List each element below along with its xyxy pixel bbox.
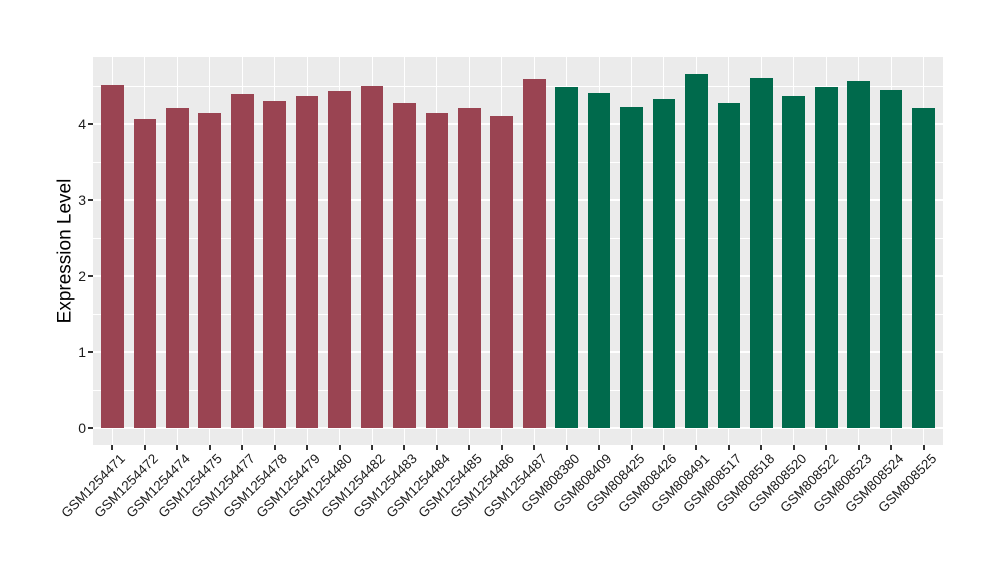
gridline-major (93, 199, 943, 201)
y-tick-label: 3 (78, 192, 86, 208)
x-tick-mark (500, 445, 503, 450)
bar (522, 79, 546, 428)
x-tick-mark (241, 445, 244, 450)
x-tick-mark (208, 445, 211, 450)
bar (230, 93, 254, 428)
x-tick-mark (468, 445, 471, 450)
gridline-minor (93, 85, 943, 87)
bar (847, 81, 870, 428)
x-tick-mark (760, 445, 763, 450)
bar (620, 106, 643, 428)
x-tick-mark (435, 445, 438, 450)
bar (879, 89, 903, 428)
gridline-minor (93, 389, 943, 391)
x-tick-mark (792, 445, 795, 450)
y-tick-mark (88, 351, 93, 353)
x-tick-mark (727, 445, 730, 450)
x-tick-mark (533, 445, 536, 450)
y-tick-label: 0 (78, 420, 86, 436)
x-tick-mark (630, 445, 633, 450)
gridline-minor (93, 161, 943, 163)
x-tick-mark (598, 445, 601, 450)
x-tick-mark (338, 445, 341, 450)
y-tick-mark (88, 275, 93, 277)
x-tick-mark (306, 445, 309, 450)
bar (490, 116, 514, 428)
bar (652, 98, 676, 428)
y-tick-mark (88, 123, 93, 125)
bar (685, 73, 708, 428)
y-tick-label: 4 (78, 116, 86, 132)
x-tick-mark (176, 445, 179, 450)
bar (587, 92, 611, 428)
bar (101, 85, 124, 428)
bar (393, 103, 416, 428)
y-tick-label: 1 (78, 344, 86, 360)
bar (133, 119, 157, 428)
gridline-major (93, 123, 943, 125)
y-tick-mark (88, 427, 93, 429)
x-tick-mark (565, 445, 568, 450)
gridline-major (93, 275, 943, 277)
gridline-major (93, 427, 943, 429)
bar (425, 113, 449, 428)
x-tick-mark (403, 445, 406, 450)
x-tick-mark (695, 445, 698, 450)
y-tick-label: 2 (78, 268, 86, 284)
bar (360, 86, 384, 428)
bar (814, 86, 838, 428)
bar (749, 78, 773, 428)
x-tick-mark (825, 445, 828, 450)
x-tick-mark (922, 445, 925, 450)
x-tick-mark (857, 445, 860, 450)
gridline-minor (93, 237, 943, 239)
bar (263, 101, 287, 428)
y-tick-mark (88, 199, 93, 201)
bar (782, 95, 806, 428)
bar (166, 108, 189, 428)
bar (457, 108, 481, 428)
bar (555, 86, 578, 428)
x-tick-mark (143, 445, 146, 450)
gridline-major (93, 351, 943, 353)
bar (717, 103, 741, 428)
x-tick-mark (111, 445, 114, 450)
x-tick-mark (890, 445, 893, 450)
bar (328, 90, 351, 428)
bar (198, 112, 222, 428)
gridline-minor (93, 313, 943, 315)
x-tick-mark (273, 445, 276, 450)
x-tick-mark (662, 445, 665, 450)
bar (295, 95, 319, 428)
plot-panel (93, 57, 943, 445)
x-tick-mark (371, 445, 373, 450)
bar (912, 108, 935, 428)
